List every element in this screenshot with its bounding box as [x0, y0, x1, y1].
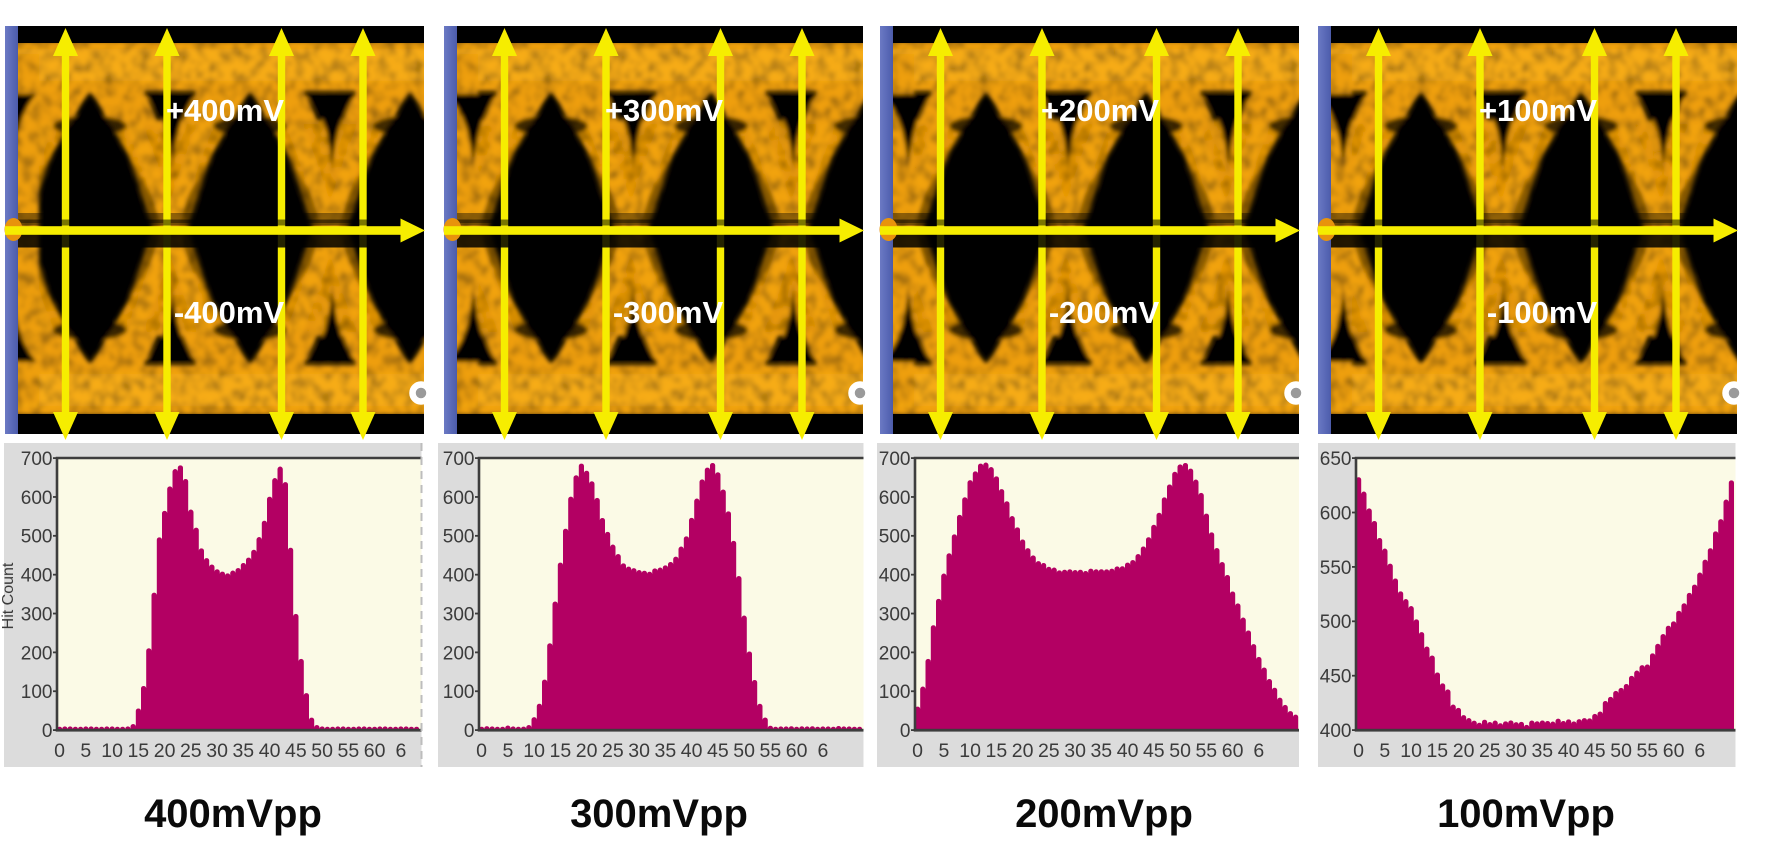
svg-text:25: 25 [180, 740, 202, 762]
svg-text:30: 30 [1064, 740, 1086, 762]
svg-text:35: 35 [1531, 740, 1553, 762]
svg-text:450: 450 [1320, 667, 1352, 688]
svg-text:35: 35 [232, 740, 254, 762]
svg-text:+200mV: +200mV [1041, 93, 1159, 128]
svg-text:200: 200 [21, 643, 53, 664]
svg-text:400mVpp: 400mVpp [144, 792, 322, 836]
svg-text:50: 50 [1610, 740, 1632, 762]
svg-text:600: 600 [443, 488, 475, 509]
svg-text:600: 600 [21, 488, 53, 509]
svg-text:20: 20 [1453, 740, 1475, 762]
svg-text:100: 100 [21, 682, 53, 703]
svg-text:100mVpp: 100mVpp [1437, 792, 1615, 836]
svg-text:500: 500 [21, 527, 53, 548]
svg-text:5: 5 [938, 740, 949, 762]
svg-text:45: 45 [707, 740, 729, 762]
svg-text:500: 500 [1320, 612, 1352, 633]
svg-text:300: 300 [21, 604, 53, 625]
svg-text:45: 45 [1584, 740, 1606, 762]
svg-text:20: 20 [576, 740, 598, 762]
svg-text:700: 700 [879, 449, 911, 470]
svg-text:550: 550 [1320, 558, 1352, 579]
svg-text:55: 55 [1636, 740, 1658, 762]
svg-text:30: 30 [1505, 740, 1527, 762]
svg-text:10: 10 [959, 740, 981, 762]
svg-text:15: 15 [127, 740, 149, 762]
svg-text:40: 40 [259, 740, 281, 762]
svg-text:200: 200 [443, 643, 475, 664]
svg-text:0: 0 [464, 721, 475, 742]
svg-text:-300mV: -300mV [613, 295, 724, 330]
svg-text:25: 25 [602, 740, 624, 762]
svg-text:-100mV: -100mV [1487, 295, 1598, 330]
svg-text:50: 50 [311, 740, 333, 762]
svg-text:0: 0 [42, 721, 53, 742]
svg-text:55: 55 [1195, 740, 1217, 762]
svg-text:Hit Count: Hit Count [0, 562, 17, 629]
svg-text:5: 5 [80, 740, 91, 762]
svg-text:55: 55 [338, 740, 360, 762]
svg-text:100: 100 [879, 682, 911, 703]
svg-text:50: 50 [1169, 740, 1191, 762]
svg-text:25: 25 [1038, 740, 1060, 762]
svg-text:200mVpp: 200mVpp [1015, 792, 1193, 836]
svg-text:60: 60 [364, 740, 386, 762]
svg-text:300: 300 [443, 604, 475, 625]
svg-text:30: 30 [206, 740, 228, 762]
svg-text:700: 700 [21, 449, 53, 470]
svg-text:40: 40 [1117, 740, 1139, 762]
svg-text:400: 400 [443, 566, 475, 587]
svg-text:55: 55 [760, 740, 782, 762]
svg-text:0: 0 [1353, 740, 1364, 762]
svg-text:-400mV: -400mV [174, 295, 285, 330]
svg-text:60: 60 [1663, 740, 1685, 762]
svg-text:0: 0 [54, 740, 65, 762]
svg-text:30: 30 [628, 740, 650, 762]
svg-text:45: 45 [285, 740, 307, 762]
svg-text:15: 15 [550, 740, 572, 762]
svg-text:400: 400 [879, 566, 911, 587]
svg-text:100: 100 [443, 682, 475, 703]
svg-text:+100mV: +100mV [1479, 93, 1597, 128]
svg-text:45: 45 [1143, 740, 1165, 762]
svg-text:20: 20 [1012, 740, 1034, 762]
svg-text:600: 600 [879, 488, 911, 509]
svg-text:60: 60 [1222, 740, 1244, 762]
svg-text:60: 60 [786, 740, 808, 762]
svg-text:300mVpp: 300mVpp [570, 792, 748, 836]
svg-text:400: 400 [1320, 721, 1352, 742]
svg-text:40: 40 [681, 740, 703, 762]
svg-text:0: 0 [900, 721, 911, 742]
svg-text:+300mV: +300mV [605, 93, 723, 128]
svg-text:6: 6 [817, 740, 828, 762]
svg-text:20: 20 [154, 740, 176, 762]
svg-text:10: 10 [1400, 740, 1422, 762]
svg-text:15: 15 [1426, 740, 1448, 762]
svg-text:700: 700 [443, 449, 475, 470]
svg-text:40: 40 [1558, 740, 1580, 762]
svg-text:0: 0 [476, 740, 487, 762]
svg-text:400: 400 [21, 566, 53, 587]
svg-text:25: 25 [1479, 740, 1501, 762]
svg-text:600: 600 [1320, 503, 1352, 524]
svg-text:0: 0 [912, 740, 923, 762]
svg-text:6: 6 [1253, 740, 1264, 762]
svg-text:5: 5 [502, 740, 513, 762]
svg-text:50: 50 [733, 740, 755, 762]
svg-text:10: 10 [101, 740, 123, 762]
svg-text:500: 500 [879, 527, 911, 548]
svg-text:35: 35 [1090, 740, 1112, 762]
svg-text:10: 10 [523, 740, 545, 762]
svg-text:+400mV: +400mV [166, 93, 284, 128]
svg-text:35: 35 [655, 740, 677, 762]
svg-text:6: 6 [1694, 740, 1705, 762]
svg-text:5: 5 [1379, 740, 1390, 762]
svg-text:300: 300 [879, 604, 911, 625]
svg-text:6: 6 [395, 740, 406, 762]
svg-text:650: 650 [1320, 449, 1352, 470]
svg-text:500: 500 [443, 527, 475, 548]
svg-text:-200mV: -200mV [1049, 295, 1160, 330]
svg-text:15: 15 [986, 740, 1008, 762]
svg-text:200: 200 [879, 643, 911, 664]
